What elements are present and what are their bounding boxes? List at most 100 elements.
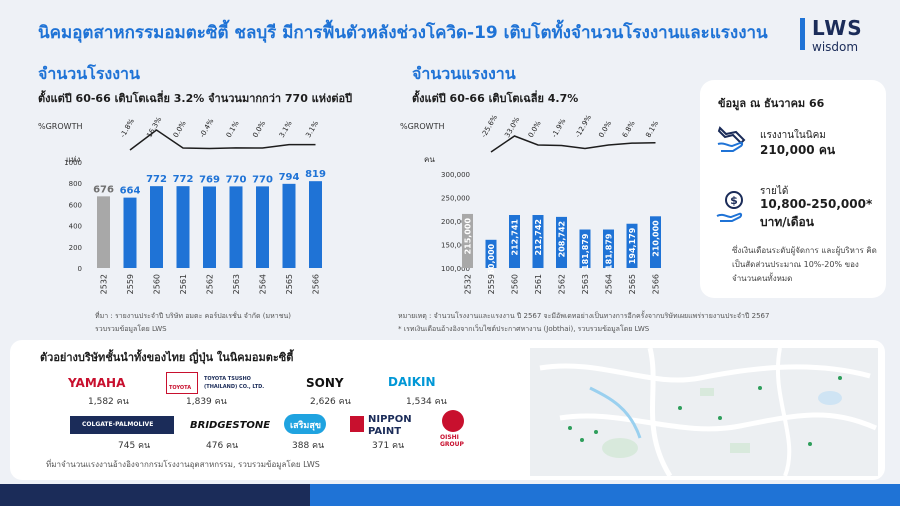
income-note: ซึ่งเงินเดือนระดับผู้จัดการ และผู้บริหาร… bbox=[732, 246, 877, 283]
growth-label: 0.0% bbox=[597, 119, 613, 139]
growth-label: 0.0% bbox=[251, 119, 267, 139]
bar bbox=[150, 186, 163, 268]
x-category-label: 2566 bbox=[652, 274, 661, 294]
bar-value-label: 769 bbox=[199, 174, 220, 185]
bar-value-label: 194,179 bbox=[628, 227, 637, 264]
bar bbox=[256, 186, 269, 268]
lws-logo: LWS wisdom bbox=[800, 16, 890, 62]
x-category-label: 2561 bbox=[179, 274, 188, 294]
bar-value-label: 212,741 bbox=[511, 219, 520, 256]
bar bbox=[556, 216, 567, 268]
oishi-logo bbox=[442, 410, 464, 432]
info-panel: ข้อมูล ณ ธันวาคม 66 แรงงานในนิคม 210,000… bbox=[700, 80, 886, 298]
bar bbox=[485, 239, 497, 268]
x-category-label: 2559 bbox=[126, 274, 135, 294]
logo-main-text: LWS bbox=[812, 16, 863, 40]
bar-value-label: 819 bbox=[305, 169, 326, 180]
x-category-label: 2560 bbox=[153, 274, 162, 294]
bridgestone-count: 476 คน bbox=[206, 441, 239, 451]
income-value: 10,800-250,000* bbox=[760, 197, 873, 211]
footer-bar-light bbox=[310, 484, 900, 506]
x-category-label: 2566 bbox=[312, 274, 321, 294]
labor-note-2: * เรทเงินเดือนอ้างอิงจากเว็บไซต์ประกาศหา… bbox=[398, 325, 650, 333]
growth-label: 0.1% bbox=[225, 119, 241, 139]
bar-value-label: 794 bbox=[279, 172, 300, 183]
bar bbox=[650, 216, 661, 268]
y-tick-label: 100,000 bbox=[441, 265, 470, 273]
oishi-logo-text-2: GROUP bbox=[440, 441, 464, 448]
y-tick-label: 200,000 bbox=[441, 218, 470, 226]
companies-panel: ตัวอย่างบริษัทชั้นนำทั้งของไทย ญี่ปุ่น ใ… bbox=[10, 340, 885, 480]
bar-value-label: 215,000 bbox=[464, 218, 473, 255]
bar-value-label: 160,000 bbox=[487, 243, 496, 280]
bar-value-label: 772 bbox=[146, 174, 167, 185]
x-category-label: 2563 bbox=[581, 274, 590, 294]
bar bbox=[509, 215, 520, 268]
y-tick-label: 600 bbox=[69, 201, 82, 209]
daikin-count: 1,534 คน bbox=[406, 397, 447, 407]
growth-label: 0.0% bbox=[172, 119, 188, 139]
nippon-logo-2: PAINT bbox=[368, 426, 402, 437]
oishi-logo-text: OISHI bbox=[440, 434, 459, 441]
bar bbox=[176, 186, 190, 268]
workers-value: 210,000 คน bbox=[760, 143, 836, 157]
bar-value-label: 208,742 bbox=[558, 221, 567, 257]
bar-value-label: 212,742 bbox=[534, 219, 543, 255]
toyota-tsusho-text: TOYOTA TSUSHO bbox=[204, 376, 251, 382]
logo-bar bbox=[800, 18, 805, 50]
sony-count: 2,626 คน bbox=[310, 397, 351, 407]
factories-chart: -1.8% 16.3% 0.0% -0.4% 0.1% 0.0% 3.1% 3.1% 0 200… bbox=[64, 115, 326, 294]
sermsuk-logo: เสริมสุข bbox=[284, 414, 326, 434]
estate-map bbox=[530, 348, 878, 476]
x-category-label: 2561 bbox=[534, 274, 543, 294]
labor-subtitle: ตั้งแต่ปี 60-66 เติบโตเฉลี่ย 4.7% bbox=[412, 92, 579, 105]
labor-note-1: หมายเหตุ : จำนวนโรงงานและแรงงาน ปี 2567 … bbox=[398, 312, 770, 320]
bar bbox=[626, 223, 638, 268]
growth-line bbox=[129, 129, 316, 151]
colgate-count: 745 คน bbox=[118, 441, 151, 451]
daikin-logo: DAIKIN bbox=[388, 375, 436, 389]
colgate-logo-text: COLGATE-PALMOLIVE bbox=[82, 421, 154, 428]
y-tick-label: 1000 bbox=[64, 159, 82, 167]
bar-value-label: 770 bbox=[226, 174, 247, 185]
labor-growth-label: %GROWTH bbox=[400, 122, 445, 131]
yamaha-count: 1,582 คน bbox=[88, 397, 129, 407]
x-category-label: 2565 bbox=[628, 274, 637, 294]
bar bbox=[462, 213, 473, 268]
labor-title: จำนวนแรงงาน bbox=[412, 64, 516, 83]
x-category-label: 2560 bbox=[511, 274, 520, 294]
growth-label: 0.0% bbox=[527, 119, 543, 139]
x-category-label: 2564 bbox=[605, 274, 614, 294]
growth-label: -0.4% bbox=[198, 117, 215, 139]
bridgestone-logo: BRIDGESTONE bbox=[190, 420, 271, 431]
y-tick-label: 250,000 bbox=[441, 195, 470, 203]
logo-sub-text: wisdom bbox=[812, 40, 859, 54]
bar-value-label: 210,000 bbox=[652, 220, 661, 257]
growth-label: 8.1% bbox=[644, 119, 660, 139]
bar-value-label: 772 bbox=[173, 174, 194, 185]
companies-source: ที่มาจำนวนแรงงานอ้างอิงจากกรมโรงงานอุตสา… bbox=[46, 460, 320, 469]
x-category-label: 2562 bbox=[206, 274, 215, 294]
y-tick-label: 300,000 bbox=[441, 171, 470, 179]
footer-bar-dark bbox=[0, 484, 310, 506]
toyota-count: 1,839 คน bbox=[186, 397, 227, 407]
bar bbox=[603, 229, 614, 268]
svg-text:$: $ bbox=[730, 194, 738, 207]
x-category-label: 2565 bbox=[285, 274, 294, 294]
growth-label: 6.8% bbox=[621, 119, 637, 139]
toyota-tsusho-sub: (THAILAND) CO., LTD. bbox=[204, 384, 265, 390]
growth-label: 3.1% bbox=[304, 119, 320, 139]
sermsuk-logo-text: เสริมสุข bbox=[290, 421, 321, 431]
bar bbox=[579, 229, 591, 268]
factories-growth-label: %GROWTH bbox=[38, 122, 83, 131]
bar bbox=[229, 186, 243, 268]
growth-line bbox=[490, 135, 656, 153]
bar-value-label: 181,879 bbox=[581, 233, 590, 270]
bar-value-label: 181,879 bbox=[605, 233, 614, 270]
x-category-label: 2564 bbox=[259, 274, 268, 294]
labor-unit-label: คน bbox=[424, 155, 435, 164]
workers-label: แรงงานในนิคม bbox=[760, 130, 826, 141]
wrench-hand-icon bbox=[717, 126, 746, 152]
nippon-paint-mark bbox=[350, 416, 364, 432]
nippon-logo: NIPPON bbox=[368, 414, 412, 425]
